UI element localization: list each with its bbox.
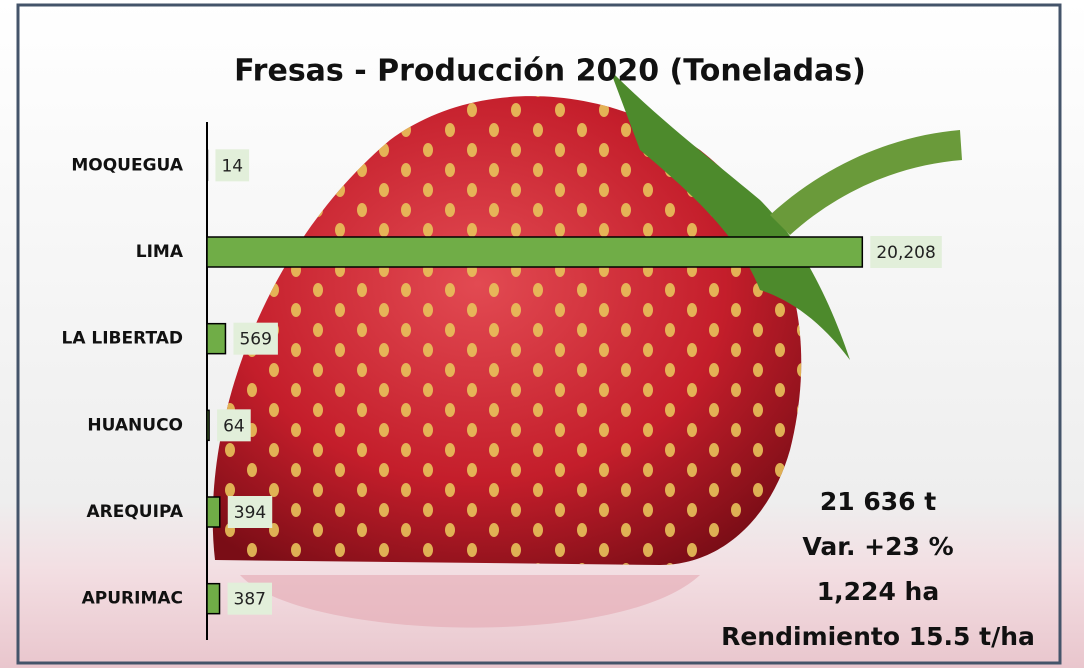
category-label: AREQUIPA (87, 502, 184, 522)
bar (206, 236, 864, 268)
value-label: 20,208 (876, 243, 935, 263)
bar (206, 322, 227, 355)
value-label: 394 (234, 503, 266, 523)
value-label-box (227, 582, 273, 615)
value-label: 387 (234, 590, 266, 610)
annotation: Rendimiento 15.5 t/ha (721, 622, 1035, 651)
category-label: HUANUCO (87, 415, 183, 435)
bar (206, 496, 221, 528)
annotation: 1,224 ha (817, 577, 939, 606)
value-label: 569 (239, 330, 271, 350)
frame (16, 3, 1062, 665)
category-label: LIMA (136, 242, 184, 262)
strawberry-image (212, 70, 962, 628)
value-label-box (217, 409, 251, 442)
value-label: 64 (223, 416, 245, 436)
value-label-box (870, 236, 942, 268)
value-label-box (227, 496, 273, 528)
category-label: LA LIBERTAD (61, 329, 183, 349)
annotation: Var. +23 % (802, 532, 953, 561)
value-label-box (233, 322, 278, 355)
chart-title: Fresas - Producción 2020 (Toneladas) (234, 54, 866, 89)
bar (206, 409, 210, 442)
value-label: 14 (221, 156, 243, 176)
value-label-box (215, 149, 250, 182)
category-label: MOQUEGUA (71, 155, 183, 175)
annotation: 21 636 t (820, 487, 936, 516)
bar (206, 582, 221, 615)
category-label: APURIMAC (82, 589, 183, 609)
